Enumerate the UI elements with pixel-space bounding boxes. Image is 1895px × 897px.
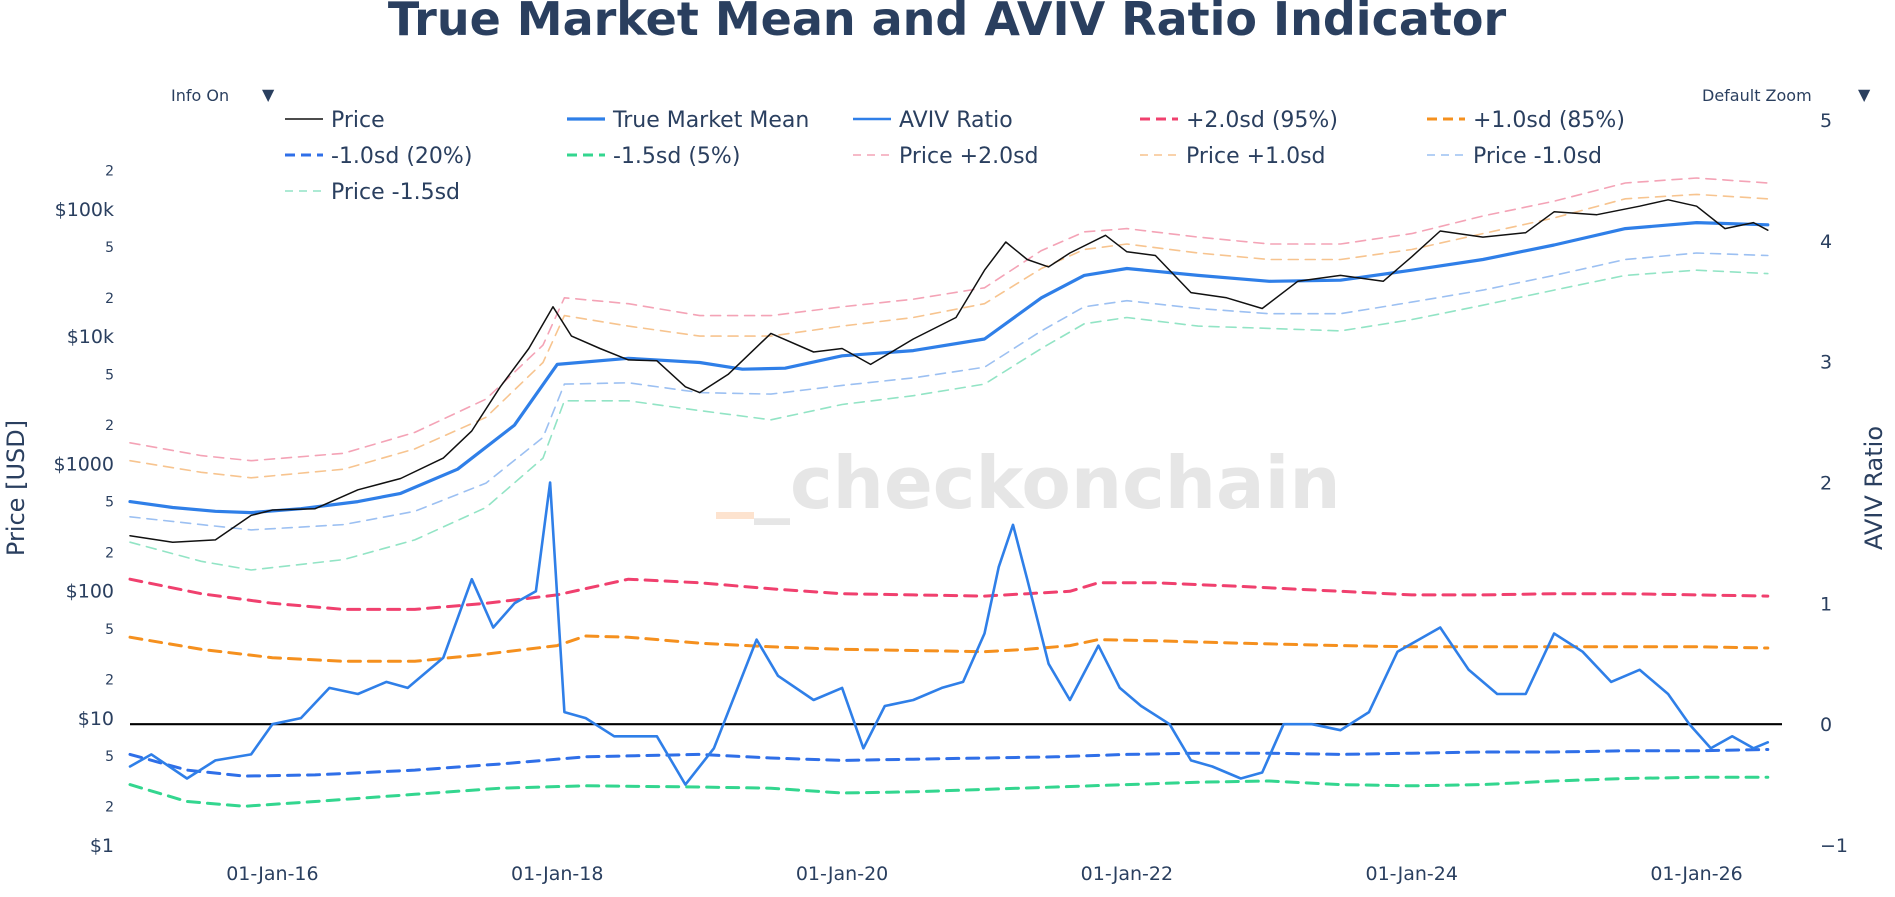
legend-label-sdm1: -1.0sd (20%): [331, 144, 472, 169]
y-left-tick-label: $1: [90, 835, 114, 857]
y-left-tick-label: $1000: [54, 453, 114, 475]
y-left-minor-tick-label: 2: [105, 164, 114, 180]
x-tick-label: 01-Jan-26: [1650, 863, 1742, 885]
info-toggle-label[interactable]: Info On: [171, 86, 229, 105]
series-line-sd1: [128, 634, 1770, 663]
plot-area: [128, 177, 1782, 808]
x-tick-label: 01-Jan-20: [796, 863, 888, 885]
chart-title: True Market Mean and AVIV Ratio Indicato…: [388, 0, 1507, 46]
watermark-underscore: [716, 512, 754, 519]
y-right-tick-label: 5: [1820, 110, 1832, 132]
y-right-tick-label: 2: [1820, 473, 1832, 495]
legend-label-price-sd1: Price +1.0sd: [1186, 144, 1326, 169]
series-line-aviv: [128, 481, 1770, 786]
series-line-price-sdm15: [129, 269, 1769, 571]
y-left-minor-tick-label: 5: [105, 749, 114, 765]
legend-label-price-sd2: Price +2.0sd: [899, 144, 1039, 169]
y-left-tick-label: $100k: [55, 199, 114, 221]
series-line-price-sd1: [129, 193, 1769, 479]
watermark-text: _checkonchain: [754, 441, 1341, 525]
legend: Price True Market Mean AVIV Ratio +2.0sd (9…: [285, 108, 1625, 205]
x-tick-label: 01-Jan-16: [226, 863, 318, 885]
zoom-dropdown-icon[interactable]: ▼: [1858, 85, 1871, 104]
y-right-tick-label: 0: [1820, 714, 1832, 736]
legend-label-tmm: True Market Mean: [612, 108, 809, 133]
series-line-sd2: [128, 577, 1770, 611]
series-line-price-sdm1: [129, 252, 1769, 531]
zoom-selector-label[interactable]: Default Zoom: [1702, 86, 1812, 105]
y-left-minor-tick-label: 5: [105, 495, 114, 511]
info-dropdown-icon[interactable]: ▼: [262, 85, 275, 104]
y-right-tick-label: 3: [1820, 352, 1832, 374]
y-left-tick-label: $10k: [67, 326, 114, 348]
y-left-minor-tick-label: 2: [105, 418, 114, 434]
legend-label-aviv: AVIV Ratio: [899, 108, 1013, 133]
y-left-minor-tick-label: 2: [105, 291, 114, 307]
series-line-price-sd2: [129, 177, 1769, 462]
y-left-tick-label: $10: [78, 708, 114, 730]
y-right-tick-label: −1: [1820, 835, 1848, 857]
legend-label-price-sdm15: Price -1.5sd: [331, 180, 460, 205]
x-tick-label: 01-Jan-22: [1081, 863, 1173, 885]
axis-ticks: $1 $10 $100 $1000 $10k $100k 2 5 2 5 2 5 2 5 2 5 2 −1 0 1 2 3…: [54, 110, 1848, 885]
legend-label-price-sdm1: Price -1.0sd: [1473, 144, 1602, 169]
series-line-sdm1: [128, 748, 1770, 778]
y-left-minor-tick-label: 2: [105, 672, 114, 688]
y-left-minor-tick-label: 5: [105, 240, 114, 256]
x-tick-label: 01-Jan-24: [1366, 863, 1458, 885]
y-left-minor-tick-label: 2: [105, 545, 114, 561]
x-tick-label: 01-Jan-18: [511, 863, 603, 885]
y-right-tick-label: 4: [1820, 231, 1832, 253]
series-line-tmm: [128, 221, 1770, 515]
series-line-price: [129, 199, 1769, 543]
y-left-minor-tick-label: 2: [105, 800, 114, 816]
legend-label-sd1: +1.0sd (85%): [1473, 108, 1625, 133]
series-line-sdm15: [128, 775, 1770, 808]
y-left-minor-tick-label: 5: [105, 622, 114, 638]
y-right-tick-label: 1: [1820, 593, 1832, 615]
legend-label-sd2: +2.0sd (95%): [1186, 108, 1338, 133]
y-left-tick-label: $100: [66, 581, 114, 603]
y-left-minor-tick-label: 5: [105, 367, 114, 383]
legend-label-sdm15: -1.5sd (5%): [613, 144, 740, 169]
legend-label-price: Price: [331, 108, 385, 133]
y-left-axis-title: Price [USD]: [2, 420, 30, 556]
watermark: _checkonchain: [716, 441, 1341, 525]
y-right-axis-title: AVIV Ratio: [1860, 426, 1888, 550]
